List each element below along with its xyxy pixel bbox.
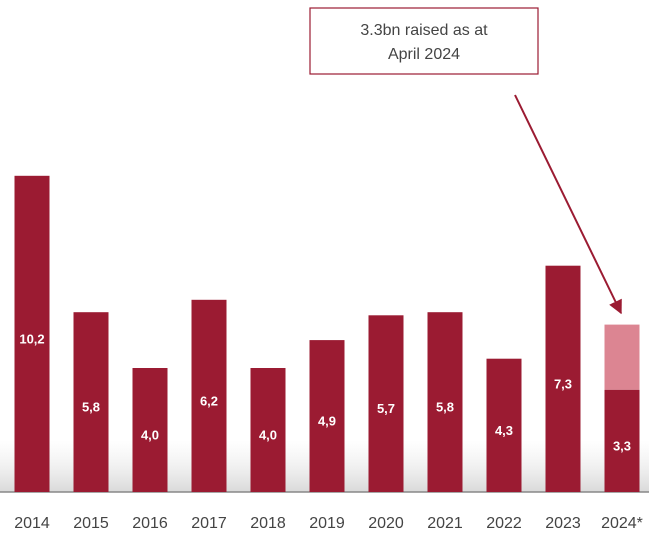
bar-segment [604, 324, 640, 390]
bar-segment [191, 299, 227, 492]
bar-segment [250, 368, 286, 492]
value-label: 10,2 [19, 331, 44, 346]
bar-segment [368, 315, 404, 492]
value-label: 6,2 [200, 393, 218, 408]
x-tick-label: 2017 [191, 515, 227, 532]
bar-segment [14, 175, 50, 493]
value-label: 4,3 [495, 423, 513, 438]
value-label: 7,3 [554, 376, 572, 391]
annotation-text: April 2024 [388, 46, 460, 63]
value-label: 4,9 [318, 413, 336, 428]
value-label: 5,8 [436, 400, 454, 415]
value-label: 4,0 [141, 427, 159, 442]
bar-segment [427, 312, 463, 492]
bar-segment [604, 389, 640, 492]
bar-segment [73, 312, 109, 492]
value-label: 3,3 [613, 438, 631, 453]
x-tick-label: 2015 [73, 515, 109, 532]
bar-segment [132, 368, 168, 492]
x-tick-label: 2021 [427, 515, 463, 532]
x-tick-label: 2018 [250, 515, 286, 532]
annotation-text: 3.3bn raised as at [360, 22, 488, 39]
annotation-arrow [514, 94, 622, 315]
x-tick-label: 2019 [309, 515, 345, 532]
value-label: 5,7 [377, 401, 395, 416]
x-tick-label: 2020 [368, 515, 404, 532]
x-tick-label: 2024* [601, 515, 643, 532]
annotation-box [309, 7, 539, 75]
bar-segment [486, 358, 522, 492]
bar-segment [545, 265, 581, 492]
x-tick-label: 2023 [545, 515, 581, 532]
x-tick-label: 2016 [132, 515, 168, 532]
value-label: 5,8 [82, 400, 100, 415]
x-tick-label: 2014 [14, 515, 50, 532]
x-tick-label: 2022 [486, 515, 522, 532]
value-label: 4,0 [259, 427, 277, 442]
bar-segment [309, 340, 345, 492]
